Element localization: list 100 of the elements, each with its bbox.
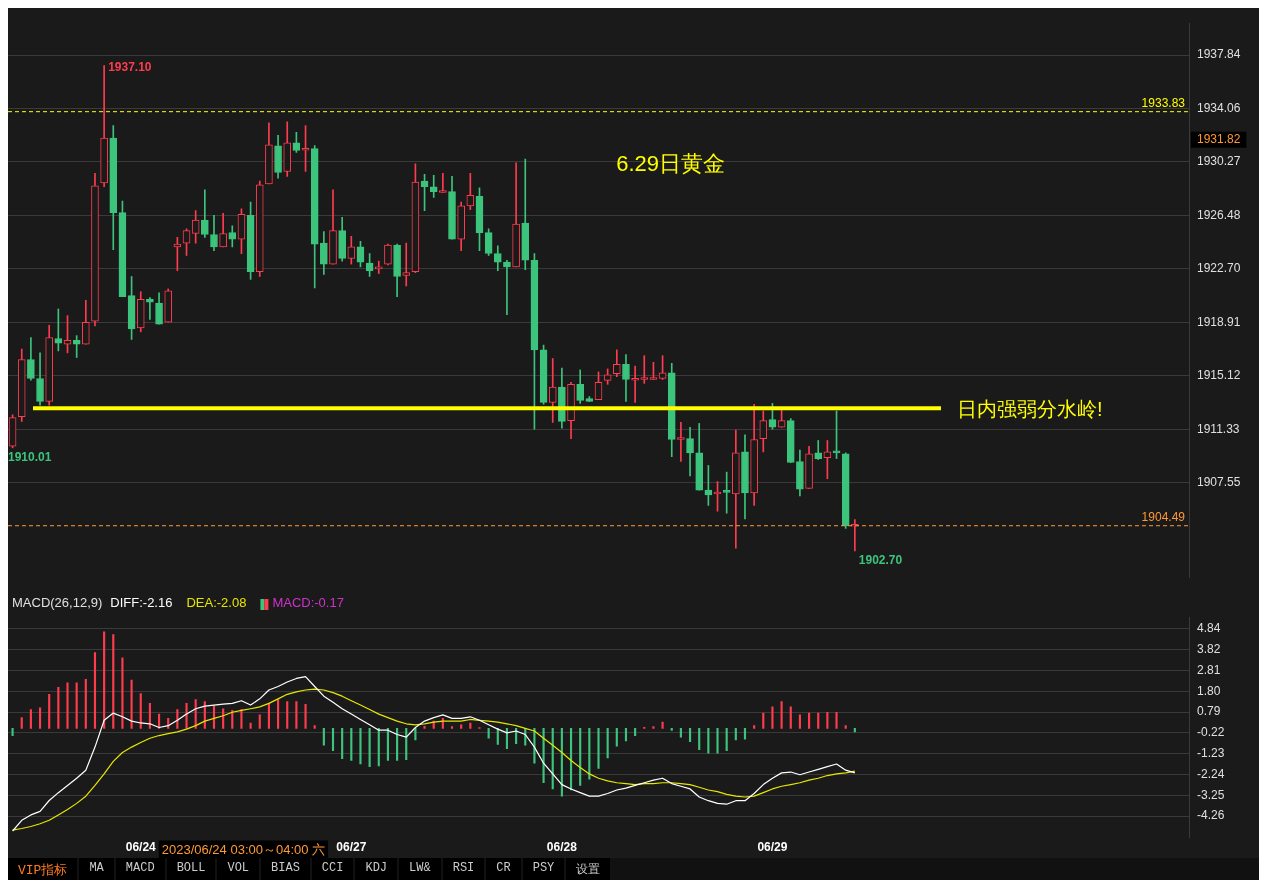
- bar: [130, 679, 133, 729]
- bar: [231, 710, 234, 729]
- y-tick-label: -2.24: [1197, 766, 1225, 781]
- bar: [817, 712, 820, 729]
- text: CCI: [311, 858, 354, 880]
- bar: [121, 657, 124, 729]
- bar: [688, 728, 692, 743]
- bar: [295, 701, 298, 729]
- bar: [38, 707, 42, 729]
- candlestick: [503, 259, 511, 315]
- text: 2023/06/24 03:00～04:00 六: [161, 842, 326, 858]
- bar: [359, 728, 362, 765]
- y-tick-label: -3.25: [1197, 787, 1225, 802]
- annotation: 1910.01: [8, 450, 52, 465]
- bar: [634, 728, 637, 736]
- bar: [469, 722, 472, 729]
- bar: [341, 728, 344, 759]
- text: CR: [486, 858, 521, 880]
- y-tick-label: 0.79: [1197, 704, 1221, 719]
- bar: [725, 728, 728, 751]
- y-tick-label: -0.22: [1197, 725, 1225, 740]
- x-tick-label: 06/27: [336, 840, 367, 855]
- bar: [75, 682, 78, 729]
- bar: [734, 728, 737, 741]
- bar: [679, 728, 682, 738]
- bar: [331, 728, 335, 751]
- y-tick-label: 4.84: [1197, 620, 1221, 635]
- bar: [313, 725, 316, 729]
- x-tick-label: 06/24: [125, 840, 157, 855]
- bar: [20, 717, 23, 729]
- candlestick: [677, 422, 685, 462]
- bar: [11, 728, 14, 736]
- bar: [624, 728, 628, 742]
- y-tick-label: 2.81: [1197, 662, 1221, 677]
- text: BOLL: [166, 858, 216, 880]
- y-tick-label: 1934.06: [1197, 100, 1241, 115]
- text: KDJ: [355, 858, 398, 880]
- text: MA: [79, 858, 114, 880]
- bar: [542, 728, 545, 784]
- bar: [304, 703, 307, 729]
- bar: [762, 712, 765, 729]
- bar: [57, 686, 60, 729]
- y-tick-label: -4.26: [1197, 808, 1225, 823]
- y-tick-label: 1911.33: [1197, 421, 1240, 436]
- bar: [615, 728, 618, 747]
- y-tick-label: 1930.27: [1197, 154, 1241, 169]
- bar: [835, 711, 838, 729]
- candlestick: [402, 242, 411, 287]
- bar: [29, 709, 32, 729]
- y-tick-label: 1915.12: [1197, 368, 1241, 383]
- chart-title: MACD(26,12,9): [12, 595, 103, 611]
- text: DEA:-2.08: [186, 595, 247, 611]
- candlestick: [640, 355, 649, 384]
- bar: [661, 721, 664, 729]
- bar: [423, 725, 426, 729]
- bar: [276, 699, 280, 729]
- ref-line-label: 日内强弱分水岭!: [956, 397, 1103, 420]
- bar: [386, 728, 390, 761]
- candlestick: [631, 365, 639, 403]
- ref-line-label: 1904.49: [1141, 510, 1186, 525]
- text: 设置: [566, 858, 611, 880]
- bar: [597, 728, 600, 769]
- bar: [698, 728, 701, 751]
- text: PSY: [522, 858, 565, 880]
- y-tick-label: 1922.70: [1197, 261, 1241, 276]
- candlestick: [439, 173, 447, 193]
- bar: [240, 709, 243, 729]
- bar: [670, 728, 673, 731]
- bar: [286, 701, 289, 729]
- y-tick-label: 1.80: [1197, 683, 1221, 698]
- text: 1931.82: [1197, 131, 1241, 146]
- bar: [716, 728, 719, 754]
- bar: [258, 714, 261, 729]
- bar: [487, 728, 490, 739]
- y-tick-label: 1918.91: [1197, 314, 1241, 329]
- bar: [84, 678, 87, 729]
- bar: [588, 728, 591, 780]
- y-tick-label: 3.82: [1197, 641, 1221, 656]
- candlestick: [146, 297, 154, 320]
- bar: [807, 712, 811, 729]
- annotation: 1937.10: [108, 59, 152, 74]
- bar: [322, 728, 325, 746]
- ref-line-label: 1933.83: [1141, 95, 1186, 110]
- bar: [267, 703, 270, 729]
- bar: [185, 703, 188, 729]
- bar: [112, 634, 115, 729]
- bar: [460, 724, 463, 729]
- bar: [350, 728, 353, 761]
- text: VOL: [217, 858, 260, 880]
- bar: [606, 728, 609, 759]
- bar: [771, 706, 774, 729]
- bar: [368, 728, 371, 768]
- y-tick-label: 1907.55: [1197, 474, 1241, 489]
- bar: [396, 728, 399, 761]
- y-tick-label: -1.23: [1197, 746, 1225, 760]
- x-tick-label: 06/28: [546, 840, 578, 855]
- bar: [753, 725, 756, 729]
- bar: [844, 725, 847, 729]
- text: DIFF:-2.16: [110, 595, 173, 611]
- bar: [798, 714, 801, 729]
